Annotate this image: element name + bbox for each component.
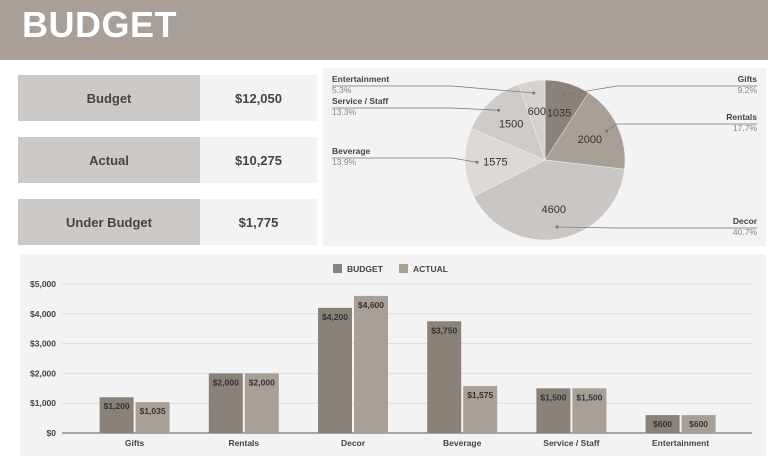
pie-percent-label: 17.7% (733, 123, 758, 133)
bar-value-label: $4,200 (322, 312, 348, 322)
pie-value-label: 1575 (483, 157, 507, 169)
pie-value-label: 1035 (547, 107, 571, 119)
pie-value-label: 2000 (578, 134, 602, 146)
bar-actual (244, 373, 279, 433)
bar-value-label: $1,575 (467, 390, 493, 400)
x-tick-label: Rentals (228, 438, 259, 448)
x-tick-label: Beverage (443, 438, 482, 448)
header-banner: BUDGET (0, 0, 768, 60)
pie-value-label: 600 (528, 106, 546, 118)
legend-label: ACTUAL (413, 264, 448, 274)
bar-value-label: $600 (653, 419, 672, 429)
y-tick-label: $4,000 (30, 309, 56, 319)
summary-budget: Budget $12,050 (18, 75, 317, 121)
summary-under-budget: Under Budget $1,775 (18, 199, 317, 245)
bar-actual (135, 402, 170, 433)
pie-category-label: Gifts (738, 74, 758, 84)
pie-leader-line (564, 85, 757, 96)
summary-label: Actual (18, 137, 200, 183)
x-tick-label: Service / Staff (543, 438, 599, 448)
bar-value-label: $1,500 (576, 392, 602, 402)
pie-value-label: 4600 (542, 204, 566, 216)
pie-category-label: Beverage (332, 146, 371, 156)
x-tick-label: Gifts (125, 438, 145, 448)
summary-actual: Actual $10,275 (18, 137, 317, 183)
bar-chart: $0 $1,000 $2,000 $3,000 $4,000 $5,000 BUDGET AC… (30, 264, 752, 448)
pie-percent-label: 13.3% (332, 107, 357, 117)
y-tick-label: $3,000 (30, 339, 56, 349)
pie-leader-dot (605, 129, 609, 133)
bar-budget (645, 415, 680, 433)
pie-leader-line (606, 123, 757, 132)
pie-leader-dot (555, 225, 559, 229)
pie-category-label: Rentals (726, 112, 757, 122)
bar-budget (208, 373, 243, 433)
pie-leader-dot (532, 91, 536, 95)
pie-category-label: Decor (733, 216, 758, 226)
summary-value: $10,275 (200, 137, 317, 183)
pie-category-label: Service / Staff (332, 96, 388, 106)
pie-percent-label: 5.3% (332, 85, 352, 95)
bar-budget (427, 321, 462, 433)
pie-slice (464, 128, 546, 197)
bar-value-label: $3,750 (431, 325, 457, 335)
pie-leader-line (332, 157, 478, 163)
y-tick-label: $2,000 (30, 368, 56, 378)
y-tick-label: $5,000 (30, 279, 56, 289)
pie-slice (471, 84, 546, 161)
bar-budget (536, 388, 571, 433)
pie-leader-line (332, 85, 534, 94)
bar-value-label: $2,000 (249, 377, 275, 387)
summary-label: Budget (18, 75, 200, 121)
pie-chart-panel: 1035 Gifts 9.2% 2000 Rentals 17.7% 4600 Decor 40… (323, 68, 766, 246)
bar-chart-panel: $0 $1,000 $2,000 $3,000 $4,000 $5,000 BUDGET AC… (20, 254, 766, 456)
summary-label: Under Budget (18, 199, 200, 245)
legend-label: BUDGET (347, 264, 384, 274)
bar-value-label: $1,200 (104, 401, 130, 411)
bar-value-label: $4,600 (358, 300, 384, 310)
bar-value-label: $600 (689, 419, 708, 429)
pie-value-label: 1500 (499, 119, 523, 131)
bar-value-label: $2,000 (213, 377, 239, 387)
pie-slice (544, 92, 626, 170)
legend-swatch (333, 264, 342, 273)
y-tick-label: $0 (47, 428, 57, 438)
summary-value: $12,050 (200, 75, 317, 121)
pie-leader-dot (562, 93, 566, 97)
pie-percent-label: 13.9% (332, 157, 357, 167)
pie-leader-dot (497, 108, 501, 112)
y-tick-label: $1,000 (30, 398, 56, 408)
bar-actual (572, 388, 607, 433)
legend-swatch (399, 264, 408, 273)
pie-category-label: Entertainment (332, 74, 389, 84)
pie-percent-label: 9.2% (738, 85, 758, 95)
pie-percent-label: 40.7% (733, 227, 758, 237)
pie-leader-line (332, 107, 499, 111)
page-title: BUDGET (22, 4, 177, 45)
pie-leader-line (557, 226, 757, 229)
pie-slice (518, 79, 546, 161)
bar-actual (463, 386, 498, 433)
bar-actual (354, 295, 388, 433)
x-tick-label: Entertainment (652, 438, 709, 448)
bar-budget (318, 307, 352, 433)
bar-actual (681, 415, 716, 433)
x-tick-label: Decor (341, 438, 366, 448)
pie-leader-dot (475, 160, 479, 164)
pie-slice (473, 159, 625, 241)
bar-value-label: $1,035 (140, 406, 166, 416)
summary-value: $1,775 (200, 199, 317, 245)
bar-value-label: $1,500 (540, 392, 566, 402)
bar-budget (99, 397, 134, 433)
